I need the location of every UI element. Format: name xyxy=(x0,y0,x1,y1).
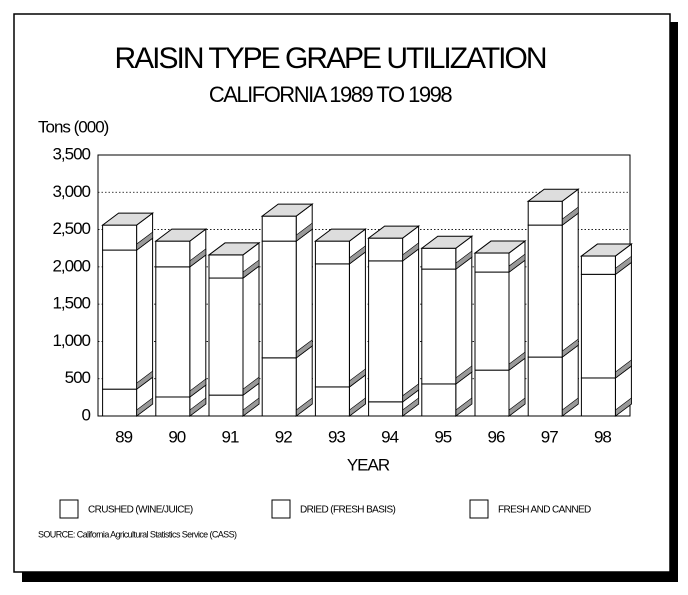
bar xyxy=(314,386,350,417)
legend-swatch xyxy=(59,499,79,519)
bar xyxy=(261,240,297,359)
x-tick-label: 92 xyxy=(275,427,292,446)
y-tick-label: 3,000 xyxy=(52,182,90,201)
y-tick-label: 2,500 xyxy=(52,219,90,238)
bar xyxy=(421,268,457,385)
source-note: SOURCE: California Agricultural Statisti… xyxy=(38,529,237,539)
bar xyxy=(208,277,244,396)
legend-swatch xyxy=(469,499,489,519)
bar-side xyxy=(348,250,366,388)
bar-top xyxy=(101,212,155,226)
x-axis-label: YEAR xyxy=(347,455,390,474)
bar xyxy=(474,252,510,273)
legend-label: CRUSHED (WINE/JUICE) xyxy=(88,505,193,516)
bar xyxy=(102,224,138,251)
bar xyxy=(368,237,404,262)
bar xyxy=(155,266,191,398)
bar xyxy=(421,383,457,417)
bar xyxy=(527,356,563,417)
bar-top xyxy=(154,228,208,242)
legend-label: FRESH AND CANNED xyxy=(498,505,591,516)
bar-top xyxy=(579,243,633,257)
bar xyxy=(102,249,138,390)
bar xyxy=(368,401,404,417)
bar-top xyxy=(420,235,474,249)
y-tick-label: 500 xyxy=(65,368,91,387)
bar-side xyxy=(561,212,579,359)
bar xyxy=(527,224,563,358)
x-tick-label: 93 xyxy=(328,427,345,446)
bar xyxy=(421,247,457,270)
bar xyxy=(155,396,191,417)
y-tick-label: 0 xyxy=(82,405,91,424)
bar xyxy=(102,388,138,417)
bar-top xyxy=(207,242,261,256)
bar xyxy=(208,254,244,279)
bar-side xyxy=(189,253,207,398)
bar xyxy=(580,377,616,417)
bar xyxy=(474,369,510,417)
bar xyxy=(261,215,297,242)
bar-top xyxy=(473,240,527,254)
y-axis-label: Tons (000) xyxy=(38,117,109,136)
bar xyxy=(155,240,191,268)
legend-swatch xyxy=(271,499,291,519)
x-tick-label: 95 xyxy=(434,427,451,446)
bar xyxy=(261,357,297,417)
bar-top xyxy=(313,228,367,242)
y-tick-label: 1,500 xyxy=(52,294,90,313)
bar xyxy=(368,260,404,403)
bar-side xyxy=(614,261,632,379)
x-tick-label: 97 xyxy=(541,427,558,446)
y-tick-label: 3,500 xyxy=(52,144,90,163)
bar-side xyxy=(295,228,313,359)
x-tick-label: 89 xyxy=(115,427,132,446)
bar-side xyxy=(242,265,260,397)
y-tick-label: 2,000 xyxy=(52,256,90,275)
bar-top xyxy=(367,225,421,239)
bar xyxy=(580,273,616,379)
bar xyxy=(527,200,563,226)
x-tick-label: 98 xyxy=(594,427,611,446)
bar-top xyxy=(260,203,314,217)
bar xyxy=(314,240,350,265)
bar-side xyxy=(136,237,154,391)
x-tick-label: 94 xyxy=(381,427,398,446)
bar-top xyxy=(526,188,580,202)
x-tick-label: 96 xyxy=(488,427,505,446)
bar-side xyxy=(402,247,420,403)
x-tick-label: 91 xyxy=(222,427,239,446)
bar xyxy=(208,394,244,417)
bar xyxy=(474,271,510,371)
x-tick-label: 90 xyxy=(168,427,185,446)
legend-label: DRIED (FRESH BASIS) xyxy=(300,505,396,516)
bar xyxy=(580,255,616,275)
bar xyxy=(314,263,350,388)
chart-title: RAISIN TYPE GRAPE UTILIZATION xyxy=(115,42,546,75)
chart-subtitle: CALIFORNIA 1989 TO 1998 xyxy=(209,82,453,107)
bar-side xyxy=(455,256,473,385)
y-tick-label: 1,000 xyxy=(52,331,90,350)
